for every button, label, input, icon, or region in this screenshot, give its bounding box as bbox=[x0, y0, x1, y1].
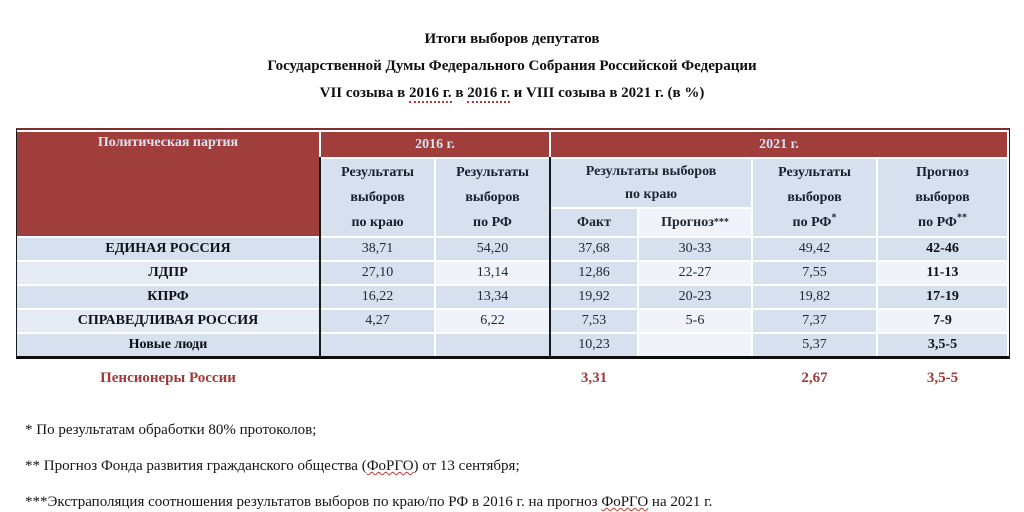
header-line: Результаты выборов bbox=[585, 164, 717, 179]
value-2021-prognoz-rf: 17-19 bbox=[878, 286, 1007, 308]
value-2021-prognoz-rf: 42-46 bbox=[878, 238, 1007, 260]
section-divider-2016-2021 bbox=[549, 157, 551, 356]
results-table: Политическая партия 2016 г. 2021 г. Резу… bbox=[16, 128, 1010, 359]
value-2016-kray bbox=[321, 334, 434, 356]
header-line: Результаты bbox=[341, 165, 414, 180]
value-2021-rf: 19,82 bbox=[753, 286, 876, 308]
footnote-text: ) от 13 сентября; bbox=[413, 458, 520, 474]
value-2021-prognoz: 30-33 bbox=[639, 238, 751, 260]
value-2021-fact: 3,31 bbox=[580, 370, 608, 386]
value-2016-rf: 54,20 bbox=[436, 238, 549, 260]
footnote-3: ***Экстраполяция соотношения результатов… bbox=[25, 492, 1024, 512]
value-2021-prognoz: 5-6 bbox=[639, 310, 751, 332]
value-2021-rf: 7,55 bbox=[753, 262, 876, 284]
header-text: по РФ bbox=[918, 215, 957, 230]
footnote-1: * По результатам обработки 80% протоколо… bbox=[25, 422, 317, 438]
title-line-3: VII созыва в 2016 г. в 2016 г. и VIII со… bbox=[0, 80, 1024, 107]
column-header-2021-kray: Результаты выборов по краю bbox=[551, 159, 751, 207]
title-line-1: Итоги выборов депутатов bbox=[424, 31, 600, 47]
column-header-party: Политическая партия bbox=[17, 132, 319, 236]
title-line3-text: в bbox=[451, 85, 468, 101]
value-2021-rf: 49,42 bbox=[753, 238, 876, 260]
footnote-spellcheck-forgo: ФоРГО bbox=[366, 458, 414, 474]
footnote-text: на 2021 г. bbox=[648, 494, 713, 510]
header-text: по РФ bbox=[473, 215, 512, 230]
title-line-2: Государственной Думы Федерального Собран… bbox=[267, 58, 757, 74]
value-2021-fact: 7,53 bbox=[551, 310, 637, 332]
footnote-spellcheck-forgo: ФоРГО bbox=[601, 494, 649, 510]
header-line: Прогноз bbox=[916, 165, 969, 180]
value-2021-fact: 19,92 bbox=[551, 286, 637, 308]
party-name: КПРФ bbox=[17, 286, 319, 308]
value-2016-rf bbox=[436, 334, 549, 356]
column-header-2016-rf: Результаты выборов по РФ bbox=[436, 159, 549, 236]
value-2016-rf: 6,22 bbox=[436, 310, 549, 332]
header-text: Прогноз bbox=[661, 214, 714, 230]
header-line: по РФ** bbox=[878, 210, 1007, 235]
party-name: СПРАВЕДЛИВАЯ РОССИЯ bbox=[17, 310, 319, 332]
value-2016-kray: 4,27 bbox=[321, 310, 434, 332]
header-line: Результаты bbox=[456, 165, 529, 180]
column-header-2016-kray: Результаты выборов по краю bbox=[321, 159, 434, 236]
title-spellcheck-2016-a: 2016 г. bbox=[408, 85, 452, 103]
party-name: Новые люди bbox=[17, 334, 319, 356]
party-name: Пенсионеры России bbox=[100, 370, 236, 386]
header-line: Результаты bbox=[778, 165, 851, 180]
column-header-2021-kray-split: Факт Прогноз *** bbox=[551, 209, 751, 236]
title-line3-text: VII созыва в bbox=[319, 85, 409, 101]
footnote-text: ***Экстраполяция соотношения результатов… bbox=[25, 494, 602, 510]
party-name: ЕДИНАЯ РОССИЯ bbox=[17, 238, 319, 260]
header-line: по краю bbox=[321, 210, 434, 235]
header-line: по РФ* bbox=[753, 210, 876, 235]
footnote-text: ** Прогноз Фонда развития гражданского о… bbox=[25, 458, 367, 474]
value-2016-rf: 13,34 bbox=[436, 286, 549, 308]
value-2016-kray: 38,71 bbox=[321, 238, 434, 260]
value-2021-prognoz: 20-23 bbox=[639, 286, 751, 308]
value-2021-rf: 7,37 bbox=[753, 310, 876, 332]
header-line: по РФ bbox=[436, 210, 549, 235]
value-2016-kray: 16,22 bbox=[321, 286, 434, 308]
footnotes: * По результатам обработки 80% протоколо… bbox=[25, 420, 1024, 512]
value-2021-prognoz bbox=[639, 334, 751, 356]
header-line: по краю bbox=[624, 187, 678, 202]
footnote-marker: ** bbox=[956, 212, 967, 224]
column-header-2021-kray-group: Результаты выборов по краю Факт Прогноз *… bbox=[551, 159, 751, 236]
footnote-2: ** Прогноз Фонда развития гражданского о… bbox=[25, 456, 1024, 476]
results-table-grid: Политическая партия 2016 г. 2021 г. Резу… bbox=[17, 132, 1007, 356]
value-2021-prognoz-rf: 11-13 bbox=[878, 262, 1007, 284]
column-header-2021-rf: Результаты выборов по РФ* bbox=[753, 159, 876, 236]
value-2021-fact: 10,23 bbox=[551, 334, 637, 356]
header-line: выборов bbox=[787, 190, 842, 205]
header-line: выборов bbox=[465, 190, 520, 205]
header-text: по краю bbox=[351, 215, 404, 230]
party-name: ЛДПР bbox=[17, 262, 319, 284]
value-2021-prognoz-rf: 3,5-5 bbox=[926, 370, 959, 386]
column-header-2021-prognoz-rf: Прогноз выборов по РФ** bbox=[878, 159, 1007, 236]
value-2021-prognoz-rf: 3,5-5 bbox=[878, 334, 1007, 356]
footnote-marker: * bbox=[831, 212, 837, 224]
pensioners-row: Пенсионеры России 3,31 2,67 3,5-5 bbox=[17, 366, 1007, 390]
column-header-prognoz: Прогноз *** bbox=[639, 209, 751, 236]
section-divider-party-2016 bbox=[319, 157, 321, 356]
title-spellcheck-2016-b: 2016 г. bbox=[467, 85, 510, 103]
value-2021-fact: 37,68 bbox=[551, 238, 637, 260]
column-header-fact: Факт bbox=[551, 209, 637, 236]
page-title: Итоги выборов депутатов Государственной … bbox=[0, 0, 1024, 107]
title-line3-text: и VIII созыва в 2021 г. (в %) bbox=[509, 85, 705, 101]
value-2016-rf: 13,14 bbox=[436, 262, 549, 284]
column-group-2021: 2021 г. bbox=[551, 132, 1007, 157]
value-2021-rf: 2,67 bbox=[801, 370, 828, 386]
column-group-2016: 2016 г. bbox=[321, 132, 549, 157]
value-2016-kray: 27,10 bbox=[321, 262, 434, 284]
value-2021-rf: 5,37 bbox=[753, 334, 876, 356]
value-2021-prognoz-rf: 7-9 bbox=[878, 310, 1007, 332]
value-2021-fact: 12,86 bbox=[551, 262, 637, 284]
header-text: по РФ bbox=[792, 215, 832, 230]
value-2021-prognoz: 22-27 bbox=[639, 262, 751, 284]
header-line: выборов bbox=[915, 190, 970, 205]
header-text: Факт bbox=[577, 214, 611, 230]
header-line: выборов bbox=[350, 190, 405, 205]
